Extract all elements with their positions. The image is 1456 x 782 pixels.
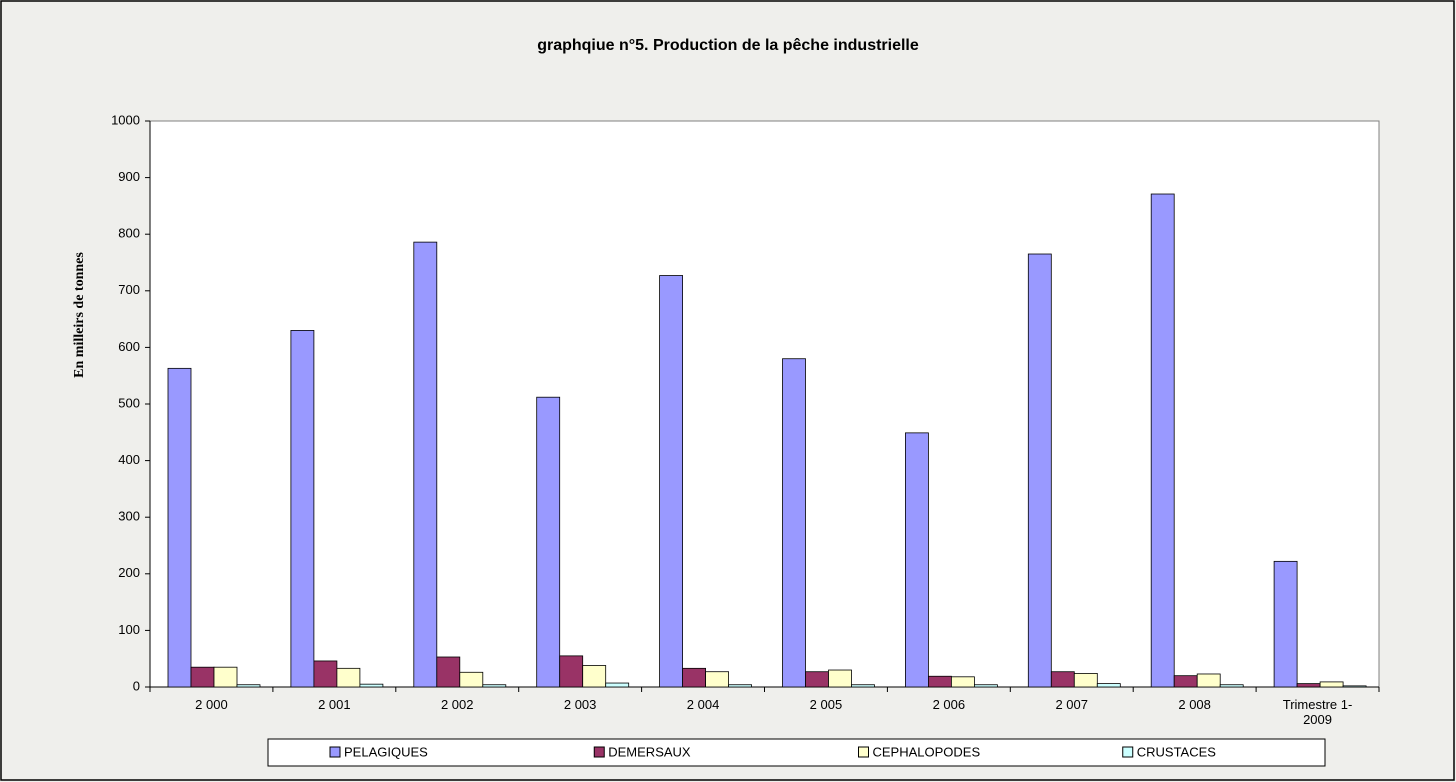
- chart-title: graphqiue n°5. Production de la pêche in…: [537, 37, 919, 54]
- bar: [1273, 560, 1298, 688]
- bar: [190, 666, 215, 688]
- y-tick-label: 500: [118, 395, 140, 410]
- bar: [605, 682, 630, 688]
- bar: [928, 675, 952, 688]
- plot-area: [149, 120, 1380, 688]
- y-tick-label: 200: [118, 565, 140, 580]
- legend-swatch: [329, 746, 341, 758]
- bar: [705, 671, 729, 688]
- bar: [1027, 253, 1052, 688]
- bar: [805, 671, 829, 688]
- y-tick-label: 1000: [111, 112, 140, 127]
- bar: [1319, 681, 1344, 688]
- bar: [728, 684, 752, 688]
- y-tick-label: 900: [118, 169, 140, 184]
- bar: [582, 665, 607, 688]
- y-tick-label: 800: [118, 226, 140, 241]
- bar: [213, 666, 238, 688]
- y-tick-label: 300: [118, 509, 140, 524]
- y-axis-title: En milleirs de tonnes: [72, 252, 87, 378]
- bar: [1342, 685, 1367, 688]
- bar: [536, 396, 561, 688]
- y-tick-label: 400: [118, 452, 140, 467]
- x-tick-label: 2 002: [440, 697, 474, 712]
- bar: [659, 275, 683, 688]
- bar: [1296, 683, 1321, 688]
- bar: [1219, 684, 1244, 688]
- bar: [482, 684, 507, 688]
- x-tick-label: 2 005: [809, 697, 843, 712]
- bar: [851, 684, 875, 688]
- bar: [336, 667, 361, 688]
- bar: [951, 676, 975, 688]
- bar: [313, 660, 338, 688]
- bar: [459, 671, 484, 688]
- bar: [974, 684, 998, 688]
- bar: [1196, 673, 1221, 688]
- legend-swatch: [1122, 746, 1134, 758]
- y-tick-label: 0: [133, 678, 140, 693]
- y-tick-label: 100: [118, 622, 140, 637]
- legend-swatch: [858, 746, 869, 758]
- x-tick-label: 2 007: [1055, 697, 1089, 712]
- bar: [828, 669, 852, 688]
- x-tick-label: 2 006: [932, 697, 966, 712]
- y-tick-label: 700: [118, 282, 140, 297]
- bar: [413, 241, 438, 688]
- legend-label: CRUSTACES: [1137, 744, 1217, 759]
- bar: [682, 667, 706, 688]
- bar: [167, 367, 192, 688]
- bar: [1050, 671, 1075, 688]
- bar: [1173, 675, 1198, 688]
- legend: [267, 738, 1326, 767]
- bar: [436, 656, 461, 688]
- bar: [559, 655, 584, 688]
- legend-label: DEMERSAUX: [608, 744, 691, 759]
- x-tick-label: Trimestre 1- 2009: [1282, 697, 1353, 727]
- x-tick-label: 2 004: [686, 697, 720, 712]
- x-tick-label: 2 008: [1178, 697, 1211, 712]
- legend-swatch: [593, 746, 605, 758]
- bar: [1150, 193, 1175, 688]
- bar: [359, 683, 384, 688]
- x-tick-label: 2 001: [318, 697, 351, 712]
- bar: [236, 684, 261, 688]
- legend-label: CEPHALOPODES: [873, 744, 981, 759]
- x-tick-label: 2 000: [195, 697, 228, 712]
- bar: [1096, 683, 1121, 688]
- bar: [905, 432, 929, 688]
- bar: [782, 358, 806, 688]
- legend-label: PELAGIQUES: [344, 744, 428, 759]
- x-tick-label: 2 003: [563, 697, 597, 712]
- bar: [1073, 673, 1098, 688]
- bar: [290, 330, 315, 688]
- y-tick-label: 600: [118, 339, 140, 354]
